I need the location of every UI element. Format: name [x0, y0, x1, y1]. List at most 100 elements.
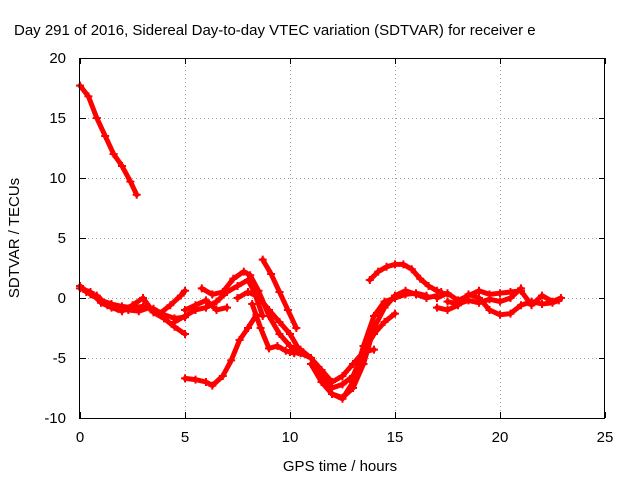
series-line-arc-5: [172, 277, 266, 325]
data-point: [239, 267, 248, 276]
series-line-arc-1: [77, 83, 140, 198]
data-point: [218, 372, 227, 380]
data-point: [244, 288, 252, 296]
data-point: [212, 306, 221, 314]
data-point: [433, 294, 441, 302]
data-point: [365, 276, 374, 284]
data-point: [181, 286, 189, 295]
data-point: [92, 114, 101, 122]
data-point: [223, 303, 231, 312]
data-point: [424, 282, 433, 290]
y-tick-label: 5: [58, 230, 66, 247]
data-point: [176, 291, 185, 300]
data-point: [527, 301, 536, 310]
data-point: [202, 303, 210, 312]
y-axis-label: SDTVAR / TECUs: [6, 178, 23, 298]
data-point: [433, 286, 441, 295]
data-point: [338, 372, 347, 380]
data-point: [109, 150, 118, 158]
x-axis-label: GPS time / hours: [283, 458, 397, 475]
x-tick-label: 10: [282, 429, 299, 446]
data-point: [181, 374, 189, 383]
data-point: [166, 301, 175, 310]
data-point: [275, 330, 284, 338]
data-point: [254, 292, 263, 301]
data-point: [283, 306, 292, 314]
data-point: [416, 274, 425, 283]
data-point: [139, 294, 147, 302]
data-point: [155, 309, 164, 318]
x-tick-label: 20: [492, 429, 509, 446]
data-point: [208, 381, 217, 390]
data-point: [454, 300, 462, 308]
data-point: [485, 306, 494, 314]
data-point: [496, 289, 504, 298]
data-point: [391, 260, 399, 269]
data-point: [338, 394, 347, 403]
data-point: [517, 284, 525, 293]
data-point: [275, 288, 284, 296]
data-point: [248, 300, 257, 308]
data-point: [407, 265, 416, 274]
x-axis: 0 5 10 15 20 25: [76, 58, 614, 446]
data-point: [84, 92, 93, 101]
data-point: [349, 378, 357, 386]
data-point: [399, 260, 408, 269]
data-point: [227, 356, 236, 365]
data-point: [286, 330, 294, 338]
data-point: [118, 162, 126, 170]
data-point: [233, 282, 242, 290]
data-point: [170, 318, 179, 326]
data-point: [82, 288, 91, 296]
chart-title: Day 291 of 2016, Sidereal Day-to-day VTE…: [14, 22, 536, 39]
data-point: [443, 297, 452, 306]
data-point: [475, 286, 483, 295]
data-point: [317, 372, 326, 380]
series-layer: [76, 81, 565, 403]
data-point: [401, 290, 410, 299]
data-point: [191, 375, 200, 384]
data-point: [134, 307, 143, 316]
data-point: [538, 291, 546, 300]
data-point: [103, 301, 112, 310]
plot-frame: [79, 58, 605, 419]
data-point: [160, 314, 168, 323]
data-point: [218, 288, 227, 296]
data-point: [391, 294, 399, 302]
data-point: [273, 342, 282, 350]
data-point: [496, 297, 504, 306]
data-point: [235, 336, 244, 344]
data-point: [422, 291, 431, 300]
data-point: [233, 294, 242, 302]
data-point: [202, 296, 210, 305]
data-point: [292, 324, 301, 332]
data-point: [128, 301, 137, 310]
data-point: [382, 262, 391, 271]
data-point: [359, 342, 368, 350]
data-point: [517, 301, 525, 310]
data-point: [181, 306, 189, 314]
data-point: [265, 344, 273, 353]
data-point: [202, 378, 210, 386]
data-point: [464, 296, 473, 305]
data-point: [370, 312, 378, 320]
x-tick-label: 25: [597, 429, 614, 446]
data-point: [506, 294, 515, 302]
x-tick-label: 15: [387, 429, 404, 446]
data-point: [126, 177, 135, 186]
data-point: [191, 301, 200, 310]
data-point: [275, 318, 284, 326]
data-point: [506, 309, 515, 318]
data-point: [374, 267, 383, 276]
y-tick-label: -10: [44, 410, 66, 427]
data-point: [380, 297, 389, 306]
x-tick-label: 0: [76, 429, 84, 446]
data-point: [246, 271, 255, 280]
series-line-arc-13: [298, 311, 398, 391]
data-point: [328, 390, 336, 398]
data-point: [181, 330, 189, 338]
data-point: [208, 290, 217, 299]
data-point: [212, 297, 221, 306]
data-point: [443, 289, 452, 298]
